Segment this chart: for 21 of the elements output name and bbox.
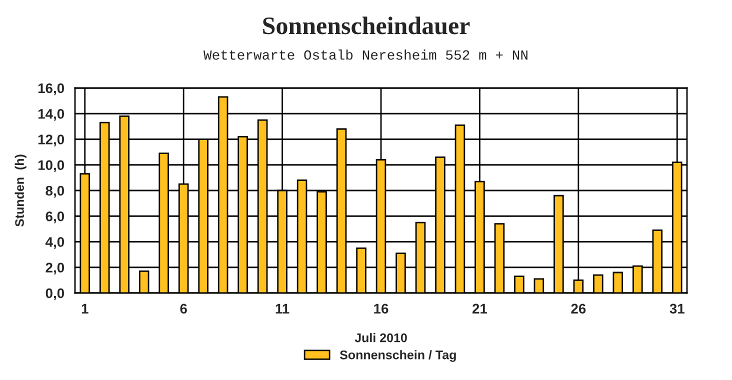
- legend-label: Sonnenschein / Tag: [340, 350, 456, 362]
- y-tick-label: 6,0: [46, 211, 64, 224]
- y-tick-label: 12,0: [38, 134, 64, 146]
- y-tick-label: 2,0: [46, 262, 64, 275]
- y-tick-label: 14,0: [38, 108, 64, 121]
- y-tick-label: 4,0: [45, 237, 64, 249]
- x-axis-title: Juli 2010: [354, 333, 407, 342]
- y-tick-label: 10,0: [38, 160, 64, 172]
- x-tick-label: 11: [276, 304, 290, 314]
- y-axis-title: Stunden (h): [14, 154, 26, 227]
- x-tick-label: 31: [670, 304, 684, 314]
- x-tick-label: 6: [180, 304, 187, 314]
- chart-title: Sonnenscheindauer: [263, 16, 470, 34]
- y-tick-label: 8,0: [46, 186, 64, 198]
- y-tick-label: 0,0: [46, 288, 64, 300]
- x-tick-label: 26: [571, 304, 586, 314]
- x-tick-label: 16: [374, 304, 388, 314]
- x-tick-label: 1: [82, 304, 88, 314]
- x-tick-label: 21: [472, 304, 488, 314]
- chart-subtitle: Wetterwarte Ostalb Neresheim 552 m + NN: [203, 50, 528, 60]
- y-tick-label: 16,0: [38, 83, 64, 96]
